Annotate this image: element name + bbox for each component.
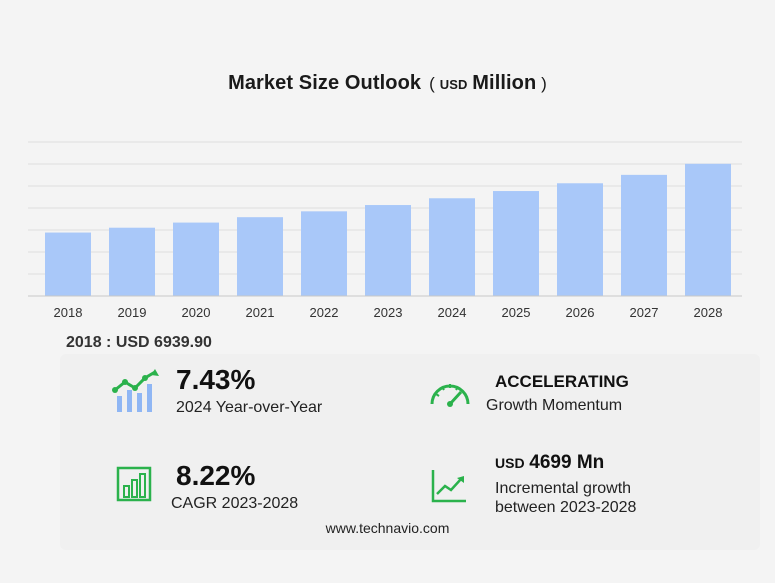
x-tick-label: 2026 (566, 305, 595, 320)
incremental-value: USD 4699 Mn (495, 452, 605, 473)
unit-currency: USD (439, 77, 468, 92)
bar-2024 (429, 198, 475, 296)
yoy-label: 2024 Year-over-Year (176, 399, 323, 416)
chart-title: Market Size Outlook ( USD Million ) (0, 72, 775, 95)
x-tick-label: 2028 (694, 305, 723, 320)
x-tick-label: 2021 (246, 305, 275, 320)
base-year-value: 2018 : USD 6939.90 (66, 334, 212, 351)
x-tick-label: 2019 (118, 305, 147, 320)
yoy-value: 7.43% (176, 364, 256, 395)
cagr-label: CAGR 2023-2028 (171, 495, 299, 512)
incremental-line1: Incremental growth (495, 480, 632, 497)
trend-line-icon (431, 470, 466, 503)
bar-2025 (493, 191, 539, 296)
yoy-stat: 7.43% 2024 Year-over-Year (176, 364, 322, 417)
bar-chart: 2018 2019 2020 2021 2022 2023 2024 2025 2026 2027… (28, 141, 742, 320)
title-unit: ( USD Million ) (429, 72, 547, 94)
x-tick-label: 2022 (310, 305, 339, 320)
bar-2027 (621, 174, 667, 296)
footer-site: www.technavio.com (325, 520, 450, 536)
speedometer-icon (430, 384, 470, 407)
bar-2023 (365, 205, 411, 296)
x-tick-label: 2020 (182, 305, 211, 320)
unit-scale: Million (472, 72, 537, 94)
momentum-stat: ACCELERATING Growth Momentum (486, 372, 629, 415)
x-tick-label: 2018 (54, 305, 83, 320)
growth-chart-icon (112, 369, 159, 412)
momentum-title: ACCELERATING (495, 372, 629, 391)
momentum-label: Growth Momentum (486, 397, 623, 414)
cagr-stat: 8.22% CAGR 2023-2028 (171, 460, 298, 513)
x-tick-label: 2025 (502, 305, 531, 320)
bar-2018 (45, 232, 91, 296)
bar-2022 (301, 211, 347, 296)
bar-2020 (173, 222, 219, 296)
bar-2028 (685, 163, 731, 296)
incremental-line2: between 2023-2028 (495, 499, 637, 516)
cagr-value: 8.22% (176, 460, 256, 491)
x-tick-label: 2024 (438, 305, 467, 320)
incremental-stat: USD 4699 Mn Incremental growth between 2… (495, 452, 636, 517)
bar-2026 (557, 183, 603, 296)
x-tick-label: 2027 (630, 305, 659, 320)
title-text: Market Size Outlook (228, 72, 422, 94)
x-tick-label: 2023 (374, 305, 403, 320)
bar-2019 (109, 227, 155, 296)
stats-panel (60, 354, 760, 550)
bar-chart-icon (116, 466, 152, 502)
bar-2021 (237, 217, 283, 296)
